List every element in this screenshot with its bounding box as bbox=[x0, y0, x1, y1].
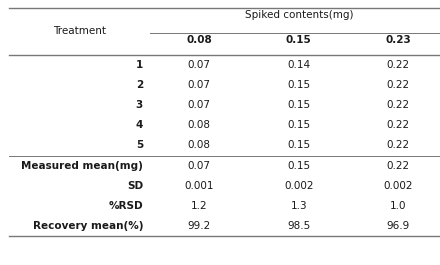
Text: 0.15: 0.15 bbox=[287, 80, 310, 90]
Text: 4: 4 bbox=[136, 120, 143, 130]
Text: Spiked contents(mg): Spiked contents(mg) bbox=[245, 10, 353, 20]
Text: 1.2: 1.2 bbox=[191, 201, 208, 211]
Text: 99.2: 99.2 bbox=[188, 221, 211, 231]
Text: 0.15: 0.15 bbox=[287, 100, 310, 110]
Text: 0.22: 0.22 bbox=[387, 100, 410, 110]
Text: 0.23: 0.23 bbox=[385, 35, 411, 45]
Text: 0.15: 0.15 bbox=[286, 35, 312, 45]
Text: 0.22: 0.22 bbox=[387, 120, 410, 130]
Text: 0.07: 0.07 bbox=[188, 100, 211, 110]
Text: 1.3: 1.3 bbox=[290, 201, 307, 211]
Text: 0.15: 0.15 bbox=[287, 161, 310, 171]
Text: 1: 1 bbox=[136, 60, 143, 70]
Text: 96.9: 96.9 bbox=[387, 221, 410, 231]
Text: 1.0: 1.0 bbox=[390, 201, 407, 211]
Text: 0.15: 0.15 bbox=[287, 140, 310, 151]
Text: Measured mean(mg): Measured mean(mg) bbox=[21, 161, 143, 171]
Text: 0.22: 0.22 bbox=[387, 80, 410, 90]
Text: 0.001: 0.001 bbox=[184, 181, 214, 191]
Text: 0.22: 0.22 bbox=[387, 60, 410, 70]
Text: %RSD: %RSD bbox=[108, 201, 143, 211]
Text: 0.15: 0.15 bbox=[287, 120, 310, 130]
Text: 2: 2 bbox=[136, 80, 143, 90]
Text: 5: 5 bbox=[136, 140, 143, 151]
Text: 0.002: 0.002 bbox=[284, 181, 314, 191]
Text: 0.002: 0.002 bbox=[383, 181, 413, 191]
Text: 0.08: 0.08 bbox=[188, 140, 211, 151]
Text: Treatment: Treatment bbox=[53, 26, 106, 36]
Text: 3: 3 bbox=[136, 100, 143, 110]
Text: SD: SD bbox=[127, 181, 143, 191]
Text: 0.22: 0.22 bbox=[387, 140, 410, 151]
Text: 0.07: 0.07 bbox=[188, 161, 211, 171]
Text: 0.08: 0.08 bbox=[187, 35, 212, 45]
Text: 0.07: 0.07 bbox=[188, 80, 211, 90]
Text: 0.07: 0.07 bbox=[188, 60, 211, 70]
Text: 0.14: 0.14 bbox=[287, 60, 310, 70]
Text: 98.5: 98.5 bbox=[287, 221, 310, 231]
Text: Recovery mean(%): Recovery mean(%) bbox=[33, 221, 143, 231]
Text: 0.08: 0.08 bbox=[188, 120, 211, 130]
Text: 0.22: 0.22 bbox=[387, 161, 410, 171]
